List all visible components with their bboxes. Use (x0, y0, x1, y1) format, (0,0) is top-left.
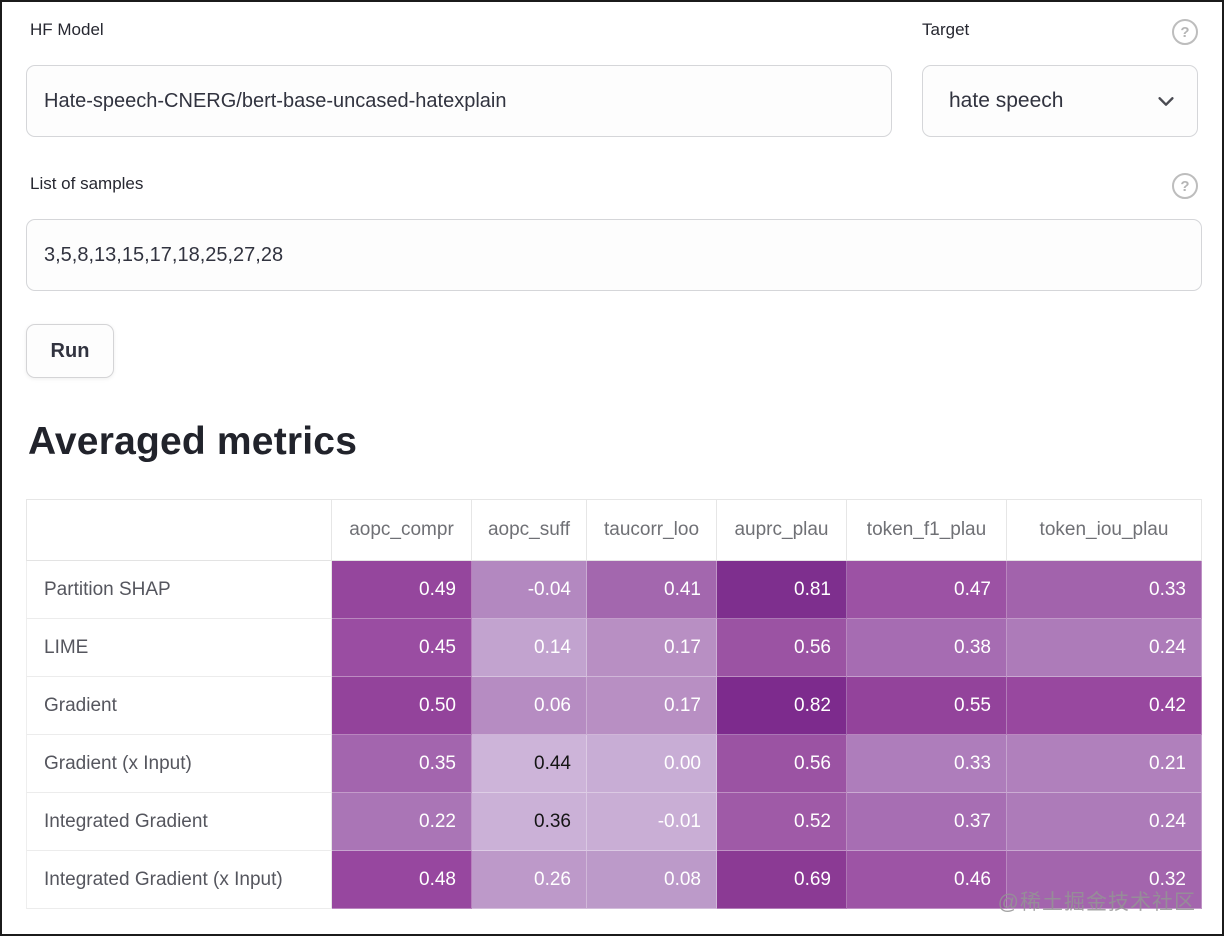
heatmap-cell: 0.24 (1007, 619, 1202, 677)
heatmap-cell: 0.37 (847, 793, 1007, 851)
heatmap-cell: -0.01 (587, 793, 717, 851)
heatmap-cell: 0.32 (1007, 851, 1202, 909)
page-title: Averaged metrics (28, 420, 358, 463)
heatmap-cell: 0.17 (587, 677, 717, 735)
heatmap-cell: 0.69 (717, 851, 847, 909)
heatmap-cell: 0.21 (1007, 735, 1202, 793)
averaged-metrics-table: aopc_compr aopc_suff taucorr_loo auprc_plau… (26, 499, 1202, 909)
column-header-token_f1_plau: token_f1_plau (847, 499, 1007, 561)
heatmap-cell: 0.56 (717, 619, 847, 677)
target-label: Target (922, 20, 970, 39)
table-row: Integrated Gradient 0.22 0.36 -0.01 0.52 0.37… (26, 793, 1202, 851)
heatmap-cell: 0.48 (332, 851, 472, 909)
heatmap-cell: 0.46 (847, 851, 1007, 909)
heatmap-cell: 0.33 (847, 735, 1007, 793)
row-label: Integrated Gradient (x Input) (26, 851, 332, 909)
heatmap-cell: 0.42 (1007, 677, 1202, 735)
row-label: Gradient (26, 677, 332, 735)
target-select[interactable]: hate speech (922, 65, 1198, 137)
row-label: Gradient (x Input) (26, 735, 332, 793)
heatmap-cell: 0.08 (587, 851, 717, 909)
column-header-aopc_compr: aopc_compr (332, 499, 472, 561)
heatmap-cell: 0.81 (717, 561, 847, 619)
heatmap-cell: 0.41 (587, 561, 717, 619)
hf-model-input[interactable]: Hate-speech-CNERG/bert-base-uncased-hate… (26, 65, 892, 137)
heatmap-cell: -0.04 (472, 561, 587, 619)
heatmap-cell: 0.44 (472, 735, 587, 793)
target-selected-value: hate speech (949, 89, 1064, 112)
table-row: LIME 0.45 0.14 0.17 0.56 0.38 0.24 (26, 619, 1202, 677)
heatmap-cell: 0.38 (847, 619, 1007, 677)
column-header-token_iou_plau: token_iou_plau (1007, 499, 1202, 561)
hf-model-label: HF Model (30, 20, 104, 39)
samples-input[interactable]: 3,5,8,13,15,17,18,25,27,28 (26, 219, 1202, 291)
column-header-aopc_suff: aopc_suff (472, 499, 587, 561)
heatmap-cell: 0.33 (1007, 561, 1202, 619)
heatmap-cell: 0.82 (717, 677, 847, 735)
row-label: Partition SHAP (26, 561, 332, 619)
samples-help-icon[interactable]: ? (1172, 173, 1198, 199)
heatmap-cell: 0.50 (332, 677, 472, 735)
column-header-auprc_plau: auprc_plau (717, 499, 847, 561)
chevron-down-icon (1155, 90, 1177, 112)
table-row: Integrated Gradient (x Input) 0.48 0.26 0.0… (26, 851, 1202, 909)
column-header-taucorr_loo: taucorr_loo (587, 499, 717, 561)
heatmap-cell: 0.52 (717, 793, 847, 851)
target-help-icon[interactable]: ? (1172, 19, 1198, 45)
table-header-row: aopc_compr aopc_suff taucorr_loo auprc_plau… (26, 499, 1202, 561)
table-row: Gradient (x Input) 0.35 0.44 0.00 0.56 0.33 0.… (26, 735, 1202, 793)
heatmap-cell: 0.22 (332, 793, 472, 851)
heatmap-cell: 0.24 (1007, 793, 1202, 851)
row-label: Integrated Gradient (26, 793, 332, 851)
heatmap-cell: 0.36 (472, 793, 587, 851)
heatmap-cell: 0.35 (332, 735, 472, 793)
heatmap-cell: 0.17 (587, 619, 717, 677)
row-label: LIME (26, 619, 332, 677)
heatmap-cell: 0.00 (587, 735, 717, 793)
heatmap-cell: 0.49 (332, 561, 472, 619)
heatmap-cell: 0.26 (472, 851, 587, 909)
heatmap-cell: 0.45 (332, 619, 472, 677)
samples-label: List of samples (30, 174, 144, 193)
heatmap-cell: 0.56 (717, 735, 847, 793)
table-corner-cell (26, 499, 332, 561)
samples-value: 3,5,8,13,15,17,18,25,27,28 (44, 243, 284, 266)
run-button[interactable]: Run (26, 324, 114, 378)
hf-model-value: Hate-speech-CNERG/bert-base-uncased-hate… (44, 89, 507, 112)
table-row: Gradient 0.50 0.06 0.17 0.82 0.55 0.42 (26, 677, 1202, 735)
heatmap-cell: 0.06 (472, 677, 587, 735)
table-row: Partition SHAP 0.49 -0.04 0.41 0.81 0.47 0.33 (26, 561, 1202, 619)
heatmap-cell: 0.47 (847, 561, 1007, 619)
heatmap-cell: 0.14 (472, 619, 587, 677)
heatmap-cell: 0.55 (847, 677, 1007, 735)
